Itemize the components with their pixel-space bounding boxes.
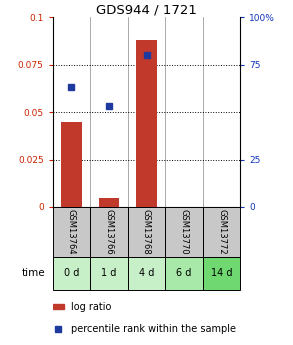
Bar: [203, 207, 240, 257]
Bar: [203, 257, 240, 290]
Text: 0 d: 0 d: [64, 268, 79, 278]
Text: GSM13764: GSM13764: [67, 209, 76, 255]
Text: 4 d: 4 d: [139, 268, 154, 278]
Text: percentile rank within the sample: percentile rank within the sample: [71, 324, 236, 334]
Bar: [53, 257, 90, 290]
Bar: [165, 207, 203, 257]
Text: GSM13768: GSM13768: [142, 209, 151, 255]
Bar: [61, 122, 82, 207]
Text: log ratio: log ratio: [71, 302, 112, 312]
Bar: [165, 257, 203, 290]
Text: 14 d: 14 d: [211, 268, 232, 278]
Text: 1 d: 1 d: [101, 268, 117, 278]
Bar: [99, 197, 119, 207]
Bar: [53, 207, 90, 257]
Text: GSM13770: GSM13770: [180, 209, 188, 255]
Bar: [90, 257, 128, 290]
Bar: [128, 257, 165, 290]
Title: GDS944 / 1721: GDS944 / 1721: [96, 3, 197, 16]
Text: time: time: [22, 268, 45, 278]
Bar: [136, 40, 157, 207]
Bar: [53, 304, 64, 309]
Text: 6 d: 6 d: [176, 268, 192, 278]
Bar: [90, 207, 128, 257]
Text: GSM13766: GSM13766: [105, 209, 113, 255]
Text: GSM13772: GSM13772: [217, 209, 226, 255]
Bar: [128, 207, 165, 257]
